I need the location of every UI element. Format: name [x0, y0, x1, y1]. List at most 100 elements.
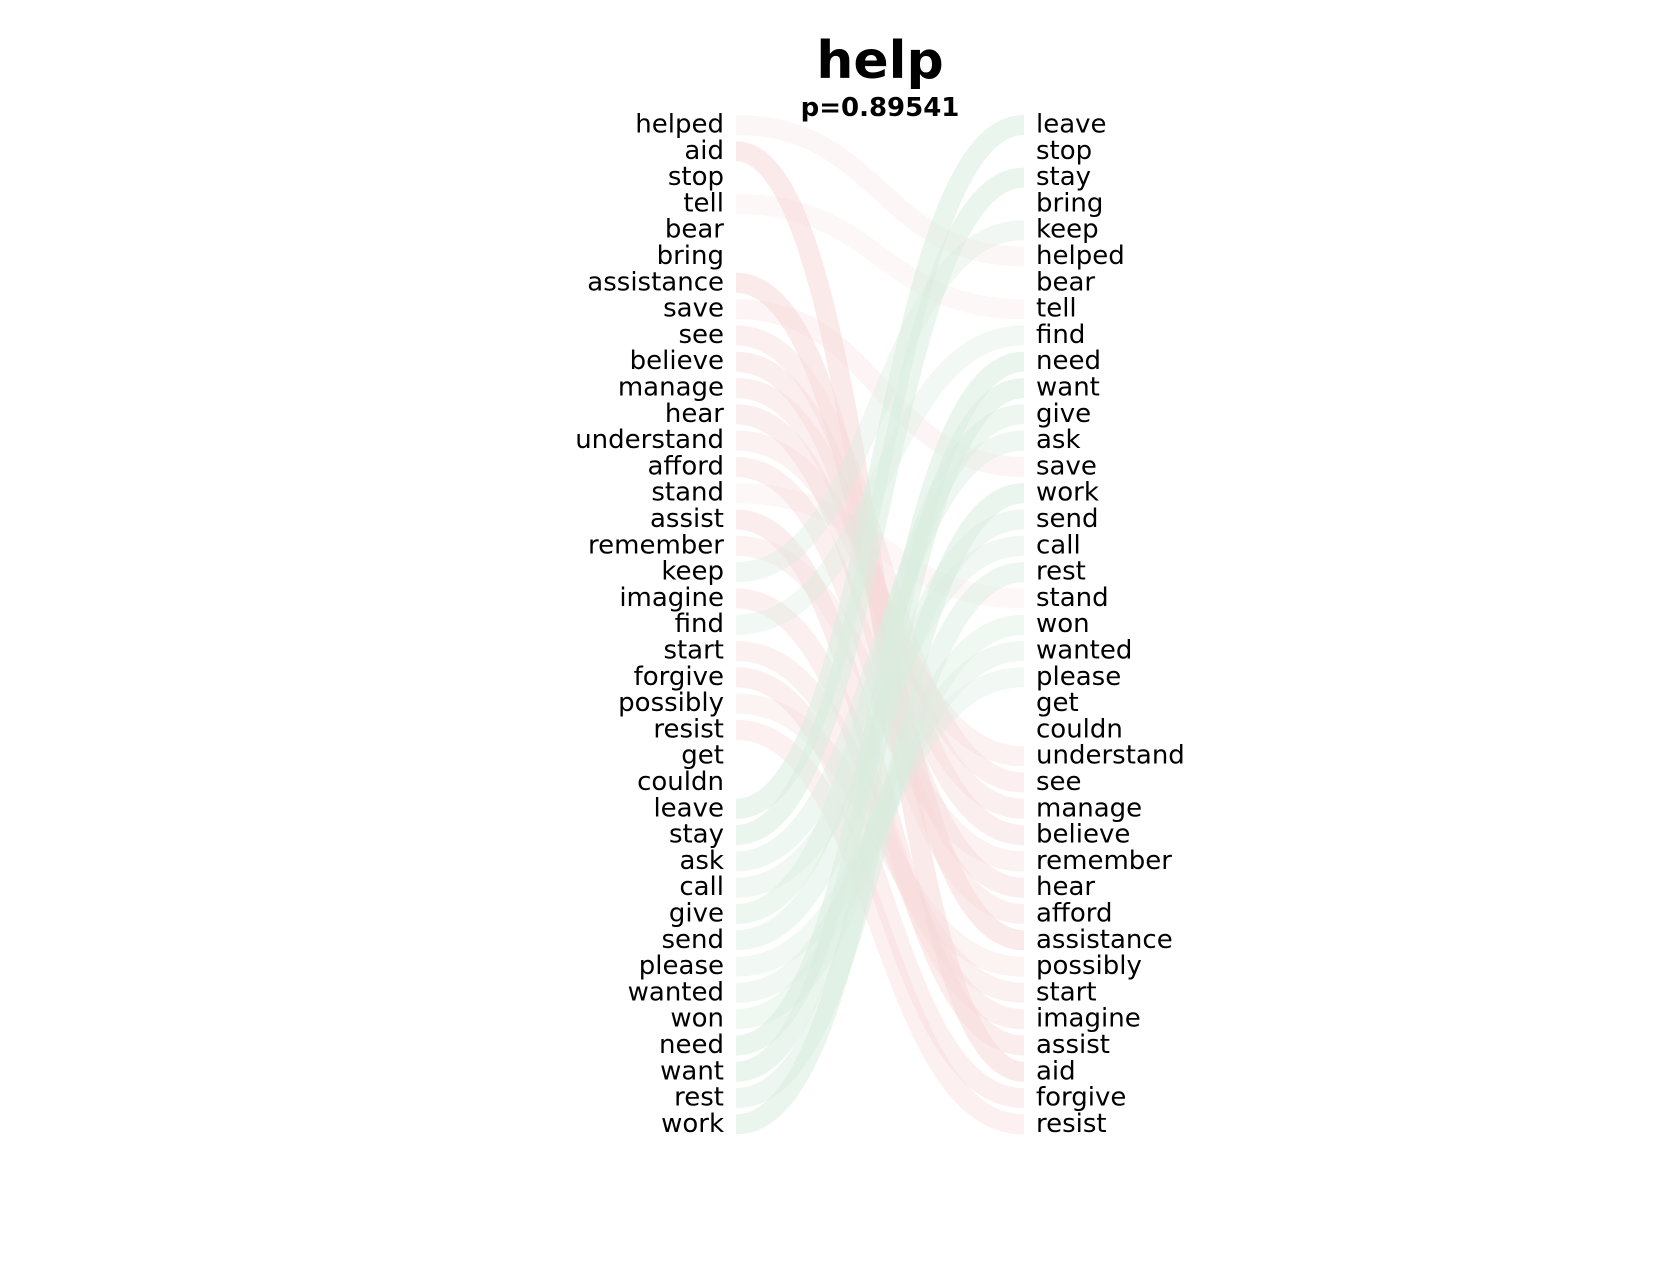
- left-word: stand: [651, 478, 724, 508]
- right-word: won: [1036, 609, 1090, 639]
- right-word: bear: [1036, 267, 1095, 297]
- right-word: ask: [1036, 425, 1081, 455]
- left-word: helped: [635, 110, 724, 140]
- right-word: get: [1036, 688, 1079, 718]
- right-word: believe: [1036, 820, 1130, 850]
- right-word: stand: [1036, 583, 1109, 613]
- left-word: save: [663, 294, 724, 324]
- right-word: forgive: [1036, 1083, 1126, 1113]
- left-word: manage: [618, 373, 724, 403]
- right-word: rest: [1036, 557, 1086, 587]
- left-word: remember: [588, 530, 724, 560]
- right-word: manage: [1036, 793, 1142, 823]
- right-word: stop: [1036, 136, 1092, 166]
- left-word: call: [679, 872, 724, 902]
- right-word: need: [1036, 346, 1101, 376]
- left-word: aid: [684, 136, 724, 166]
- right-word: leave: [1036, 110, 1107, 140]
- right-word: keep: [1036, 215, 1099, 245]
- flow-line-tell: [735, 193, 1025, 320]
- flow-line-resist: [735, 719, 1025, 1135]
- flow-line-see: [735, 325, 1025, 793]
- left-word: work: [661, 1109, 724, 1139]
- left-word: please: [639, 951, 724, 981]
- right-word: save: [1036, 451, 1097, 481]
- right-word: see: [1036, 767, 1082, 797]
- right-word: call: [1036, 530, 1081, 560]
- left-word: couldn: [637, 767, 724, 797]
- left-word: forgive: [634, 662, 724, 692]
- left-word: give: [669, 899, 724, 929]
- right-word: find: [1036, 320, 1085, 350]
- left-word: want: [660, 1056, 724, 1086]
- right-word: assistance: [1036, 925, 1173, 955]
- flow-lines: [734, 115, 1026, 1135]
- right-word: possibly: [1036, 951, 1142, 981]
- right-word: wanted: [1036, 636, 1132, 666]
- flow-line-assistance: [734, 272, 1026, 951]
- right-word: please: [1036, 662, 1121, 692]
- left-word: believe: [630, 346, 724, 376]
- flow-line-forgive: [735, 667, 1025, 1109]
- left-word: get: [681, 741, 724, 771]
- flow-line-save: [735, 299, 1025, 477]
- left-word: hear: [665, 399, 724, 429]
- left-word: wanted: [628, 977, 724, 1007]
- right-word: imagine: [1036, 1004, 1141, 1034]
- right-word: understand: [1036, 741, 1185, 771]
- left-word: bear: [665, 215, 724, 245]
- left-word: send: [661, 925, 724, 955]
- right-word: start: [1036, 977, 1097, 1007]
- flow-line-manage: [735, 378, 1025, 819]
- left-word: need: [659, 1030, 724, 1060]
- left-word: bring: [657, 241, 724, 271]
- left-word: assistance: [587, 267, 724, 297]
- right-word: assist: [1036, 1030, 1110, 1060]
- right-word: aid: [1036, 1056, 1076, 1086]
- right-word: hear: [1036, 872, 1095, 902]
- left-word: stop: [668, 162, 724, 192]
- flow-line-helped: [735, 115, 1025, 267]
- right-word: couldn: [1036, 714, 1123, 744]
- left-word: possibly: [618, 688, 724, 718]
- flow-line-ask: [735, 430, 1025, 872]
- left-word: afford: [648, 451, 725, 481]
- left-word: resist: [653, 714, 724, 744]
- right-word: helped: [1036, 241, 1125, 271]
- left-word: start: [663, 636, 724, 666]
- right-word: resist: [1036, 1109, 1107, 1139]
- diagram-subtitle: p=0.89541: [801, 93, 960, 123]
- right-word: afford: [1036, 899, 1113, 929]
- left-word: see: [678, 320, 724, 350]
- left-word: keep: [661, 557, 724, 587]
- left-word: find: [675, 609, 724, 639]
- left-word: leave: [653, 793, 724, 823]
- left-word-column: helpedaidstoptellbearbringassistancesave…: [575, 110, 724, 1139]
- flow-line-stay: [734, 167, 1026, 846]
- left-word: imagine: [619, 583, 724, 613]
- left-word: understand: [575, 425, 724, 455]
- right-word: bring: [1036, 188, 1103, 218]
- right-word: send: [1036, 504, 1099, 534]
- left-word: won: [670, 1004, 724, 1034]
- flow-line-work: [734, 483, 1026, 1135]
- right-word: remember: [1036, 846, 1172, 876]
- diagram-title: help: [816, 31, 943, 91]
- right-word: give: [1036, 399, 1091, 429]
- right-word: stay: [1036, 162, 1091, 192]
- left-word: rest: [674, 1083, 724, 1113]
- right-word: tell: [1036, 294, 1077, 324]
- flow-line-believe: [735, 351, 1025, 846]
- flow-line-hear: [735, 404, 1025, 898]
- left-word: ask: [679, 846, 724, 876]
- left-word: stay: [669, 820, 724, 850]
- left-word: assist: [650, 504, 724, 534]
- right-word: work: [1036, 478, 1099, 508]
- right-word-column: leavestopstaybringkeephelpedbeartellfind…: [1036, 110, 1185, 1139]
- flow-line-keep: [735, 220, 1025, 583]
- flow-line-want: [734, 378, 1026, 1082]
- right-word: want: [1036, 373, 1100, 403]
- left-word: tell: [683, 188, 724, 218]
